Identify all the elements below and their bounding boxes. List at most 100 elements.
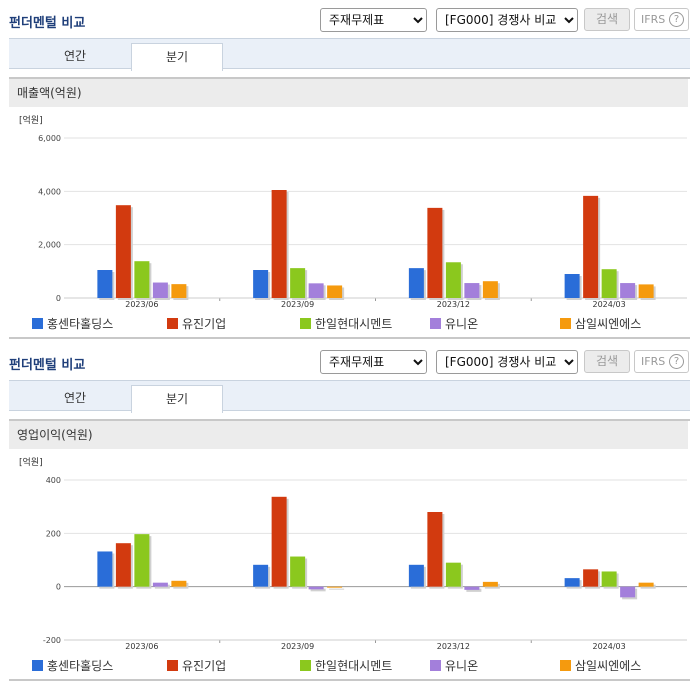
bar <box>482 581 498 587</box>
legend-label: 한일현대시멘트 <box>315 659 393 673</box>
help-icon[interactable]: ? <box>669 354 684 369</box>
bar <box>564 274 580 298</box>
x-tick-label: 2023/09 <box>281 300 314 309</box>
legend-item[interactable]: 유니온 <box>430 315 478 332</box>
statement-select[interactable]: 주재무제표 <box>320 350 427 374</box>
chart-legend: 홍센타홀딩스 유진기업 한일현대시멘트 유니온 삼일씨엔에스 <box>32 315 682 331</box>
legend-item[interactable]: 한일현대시멘트 <box>300 657 392 674</box>
legend-label: 유진기업 <box>182 317 227 331</box>
bar <box>97 551 113 587</box>
legend-swatch <box>430 318 441 329</box>
bar-shadow <box>329 588 345 590</box>
bar-shadow <box>310 588 326 592</box>
legend-item[interactable]: 유니온 <box>430 657 478 674</box>
legend-item[interactable]: 홍센타홀딩스 <box>32 657 113 674</box>
period-tabs: 연간 분기 <box>9 38 690 71</box>
bar-shadow <box>466 588 482 592</box>
legend-swatch <box>32 660 43 671</box>
bar <box>308 283 324 298</box>
legend-swatch <box>32 318 43 329</box>
legend-item[interactable]: 한일현대시멘트 <box>300 315 392 332</box>
bar <box>134 261 150 298</box>
bar <box>583 569 599 587</box>
bar-shadow <box>640 584 656 589</box>
bar <box>290 556 306 587</box>
legend-label: 유니온 <box>445 317 479 331</box>
panel-header: 펀더멘털 비교 주재무제표 [FG000] 경쟁사 비교 검색 IFRS? <box>0 0 696 36</box>
tab-quarterly[interactable]: 분기 <box>131 43 223 71</box>
search-button[interactable]: 검색 <box>584 350 630 373</box>
bar <box>482 281 498 298</box>
revenue-chart: [억원] 6,000 4,000 2,000 0 2023/06 2023/09 2023/1… <box>19 114 687 309</box>
panel-title: 펀더멘털 비교 <box>9 358 86 373</box>
help-icon[interactable]: ? <box>669 12 684 27</box>
legend-item[interactable]: 홍센타홀딩스 <box>32 315 113 332</box>
bar <box>464 283 480 298</box>
tab-annual[interactable]: 연간 <box>63 391 87 405</box>
legend-swatch <box>430 660 441 671</box>
bar <box>620 586 636 598</box>
ifrs-button[interactable]: IFRS? <box>634 8 689 31</box>
x-tick-label: 2023/12 <box>437 642 470 651</box>
chart-title: 매출액(억원) <box>9 79 688 107</box>
legend-swatch <box>167 318 178 329</box>
legend-item[interactable]: 유진기업 <box>167 657 226 674</box>
bar <box>115 543 131 587</box>
ifrs-label: IFRS <box>641 355 666 368</box>
bar <box>97 270 113 298</box>
y-tick-label: 2,000 <box>38 241 61 250</box>
chart-box: 영업이익(억원) [억원] 400 200 0 -200 2023/06 2023/09 20… <box>9 419 690 681</box>
tab-quarterly[interactable]: 분기 <box>131 385 223 413</box>
tab-annual[interactable]: 연간 <box>63 49 87 63</box>
legend-item[interactable]: 유진기업 <box>167 315 226 332</box>
chart-title: 영업이익(억원) <box>9 421 688 449</box>
legend-item[interactable]: 삼일씨엔에스 <box>560 657 641 674</box>
legend-swatch <box>560 660 571 671</box>
legend-swatch <box>167 660 178 671</box>
bar <box>308 586 324 590</box>
compare-select[interactable]: [FG000] 경쟁사 비교 <box>436 8 578 32</box>
y-tick-label: -200 <box>43 636 61 645</box>
period-tabs: 연간 분기 <box>9 380 690 413</box>
bar <box>427 512 443 587</box>
x-tick-label: 2023/09 <box>281 642 314 651</box>
bar <box>171 284 187 298</box>
bar <box>620 283 636 298</box>
bar <box>152 282 168 298</box>
legend-label: 삼일씨엔에스 <box>575 659 642 673</box>
search-button[interactable]: 검색 <box>584 8 630 31</box>
ifrs-button[interactable]: IFRS? <box>634 350 689 373</box>
legend-label: 홍센타홀딩스 <box>47 317 114 331</box>
bar <box>601 571 617 587</box>
fundamental-panel-operating-profit: 펀더멘털 비교 주재무제표 [FG000] 경쟁사 비교 검색 IFRS? 연간… <box>0 342 696 684</box>
y-tick-label: 6,000 <box>38 134 61 143</box>
bar <box>171 580 187 587</box>
bar <box>445 562 461 587</box>
bar <box>638 582 654 587</box>
legend-swatch <box>300 660 311 671</box>
x-tick-label: 2023/06 <box>125 642 158 651</box>
compare-select[interactable]: [FG000] 경쟁사 비교 <box>436 350 578 374</box>
bar <box>271 190 287 298</box>
x-tick-label: 2024/03 <box>593 300 626 309</box>
legend-item[interactable]: 삼일씨엔에스 <box>560 315 641 332</box>
bar <box>427 207 443 298</box>
bar <box>601 269 617 298</box>
bar <box>408 564 424 587</box>
legend-label: 유니온 <box>445 659 479 673</box>
panel-header: 펀더멘털 비교 주재무제표 [FG000] 경쟁사 비교 검색 IFRS? <box>0 342 696 378</box>
operating-profit-chart: [억원]400 200 0 -200 2023/06 2023/09 2023/12 2024… <box>19 456 687 651</box>
y-tick-label: 0 <box>56 583 61 592</box>
panel-title: 펀더멘털 비교 <box>9 16 86 31</box>
bar-shadow <box>154 584 170 589</box>
bar <box>464 586 480 590</box>
statement-select[interactable]: 주재무제표 <box>320 8 427 32</box>
bar <box>445 262 461 298</box>
y-tick-label: 200 <box>46 529 61 538</box>
bar <box>327 586 343 588</box>
legend-label: 삼일씨엔에스 <box>575 317 642 331</box>
bar <box>327 285 343 298</box>
chart-box: 매출액(억원) [억원] 6,000 4,000 2,000 0 2023/06 2023/… <box>9 77 690 339</box>
x-tick-label: 2023/06 <box>125 300 158 309</box>
ifrs-label: IFRS <box>641 13 666 26</box>
